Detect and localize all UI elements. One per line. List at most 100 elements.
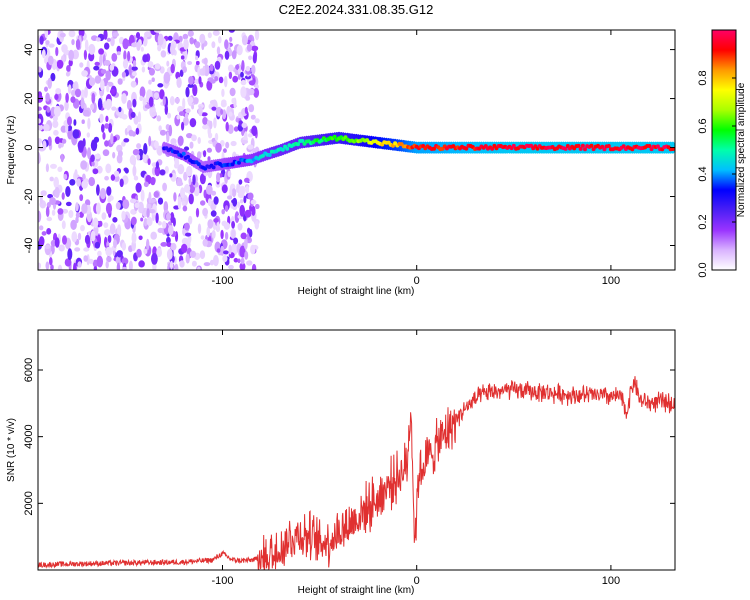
spectrogram-speckle [227, 124, 234, 134]
spectrogram-speckle [131, 216, 137, 226]
spectrogram-speckle [44, 30, 49, 39]
spectrogram-speckle [170, 242, 177, 251]
spectrogram-speckle [243, 195, 247, 204]
spectrogram-speckle [129, 198, 137, 204]
spectrogram-speckle [251, 125, 258, 137]
spectrogram-speckle [65, 92, 69, 103]
spectrogram-speckle [38, 152, 41, 164]
spectrogram-speckle [191, 260, 197, 267]
spectrogram-speckle [117, 224, 122, 237]
spectrogram-x-ticks: -100 0 100 [211, 30, 620, 287]
spectrogram-speckle [221, 88, 225, 98]
spectrogram-speckle [234, 211, 240, 224]
ridge-point [181, 151, 186, 156]
spectrogram-speckle [106, 37, 111, 42]
spectrogram-speckle [201, 42, 205, 51]
spectrogram-speckle [81, 119, 85, 124]
spectrogram-speckle [94, 61, 100, 66]
spectrogram-speckle [56, 59, 64, 69]
spectrogram-speckle [200, 235, 205, 240]
spectrogram-speckle [58, 143, 62, 149]
spectrogram-speckle [96, 255, 104, 268]
spectrogram-speckle [179, 260, 185, 268]
spectrogram-speckle [213, 218, 219, 223]
spectrogram-speckle [141, 66, 146, 73]
spectrogram-speckle [122, 58, 129, 69]
spectrogram-speckle [166, 60, 170, 67]
spectrogram-speckle [186, 165, 193, 177]
spectrogram-speckle [104, 123, 110, 129]
spectrogram-speckle [135, 127, 140, 135]
spectrogram-speckle [116, 262, 121, 270]
spectrogram-speckle [65, 201, 72, 207]
ridge-point [647, 144, 652, 148]
colorbar-tick-label: 0.8 [697, 70, 709, 85]
spectrogram-speckle [54, 237, 60, 248]
spectrogram-speckle [48, 43, 55, 48]
spectrogram-speckle [183, 146, 190, 151]
spectrogram-speckle [169, 173, 173, 178]
spectrogram-speckle [222, 255, 228, 263]
spectrogram-speckle [174, 263, 179, 270]
spectrogram-speckle [57, 264, 63, 270]
spectrogram-speckle [38, 118, 42, 124]
ridge-point [237, 160, 241, 165]
spectrogram-speckle [96, 184, 100, 196]
ridge-point [578, 146, 583, 151]
spectrogram-speckle [109, 223, 116, 235]
ridge-point [589, 143, 594, 148]
spectrogram-speckle [239, 199, 244, 204]
spectrogram-speckle [245, 65, 251, 72]
spectrogram-speckle [209, 63, 214, 72]
spectrogram-speckle [95, 37, 101, 42]
spectrogram-speckle [81, 203, 88, 214]
spectrogram-speckle [106, 84, 110, 93]
spectrogram-speckle [148, 96, 154, 108]
spectrogram-speckle [254, 203, 260, 210]
spectrogram-speckle [45, 261, 50, 270]
spectrogram-speckle [150, 140, 155, 148]
spectrogram-speckle [153, 140, 159, 149]
spectrogram-x-tick-label: 0 [414, 275, 420, 287]
spectrogram-speckle [105, 163, 112, 174]
spectrogram-speckle [178, 35, 183, 43]
spectrogram-speckle [247, 227, 251, 234]
spectrogram-speckle [146, 208, 150, 219]
spectrogram-speckle [213, 196, 219, 205]
ridge-point [186, 154, 190, 159]
spectrogram-ridge [161, 131, 675, 174]
spectrogram-speckle [110, 174, 116, 181]
spectrogram-speckle [105, 202, 113, 215]
spectrogram-speckle [91, 92, 96, 104]
spectrogram-speckle [182, 66, 187, 73]
spectrogram-speckle [229, 186, 233, 199]
spectrogram-speckle [231, 188, 237, 198]
spectrogram-speckle [181, 121, 185, 131]
spectrogram-speckle [73, 262, 77, 270]
spectrogram-speckle [101, 123, 105, 133]
spectrogram-speckle [61, 220, 66, 230]
spectrogram-speckle [84, 39, 89, 52]
spectrogram-speckle [84, 234, 91, 245]
spectrogram-speckle [162, 95, 166, 106]
spectrogram-speckle [61, 44, 68, 53]
spectrogram-speckle [140, 217, 144, 222]
spectrogram-speckle [186, 133, 193, 139]
ridge-point [464, 146, 469, 151]
spectrogram-speckle [138, 260, 145, 268]
spectrogram-speckle [140, 189, 145, 202]
spectrogram-speckle [166, 242, 172, 248]
spectrogram-speckle [173, 192, 177, 202]
spectrogram-speckle [241, 60, 245, 72]
spectrogram-speckle [246, 44, 252, 52]
spectrogram-speckle [189, 37, 194, 45]
spectrogram-speckle [119, 178, 124, 188]
spectrogram-speckle [131, 232, 137, 244]
spectrogram-speckle [121, 257, 129, 265]
spectrogram-speckle [224, 231, 229, 240]
spectrogram-speckle [58, 244, 65, 252]
snr-x-label: Height of straight line (km) [298, 585, 415, 596]
spectrogram-speckle [228, 244, 232, 255]
spectrogram-speckle [156, 115, 162, 122]
spectrogram-speckle [47, 77, 52, 89]
